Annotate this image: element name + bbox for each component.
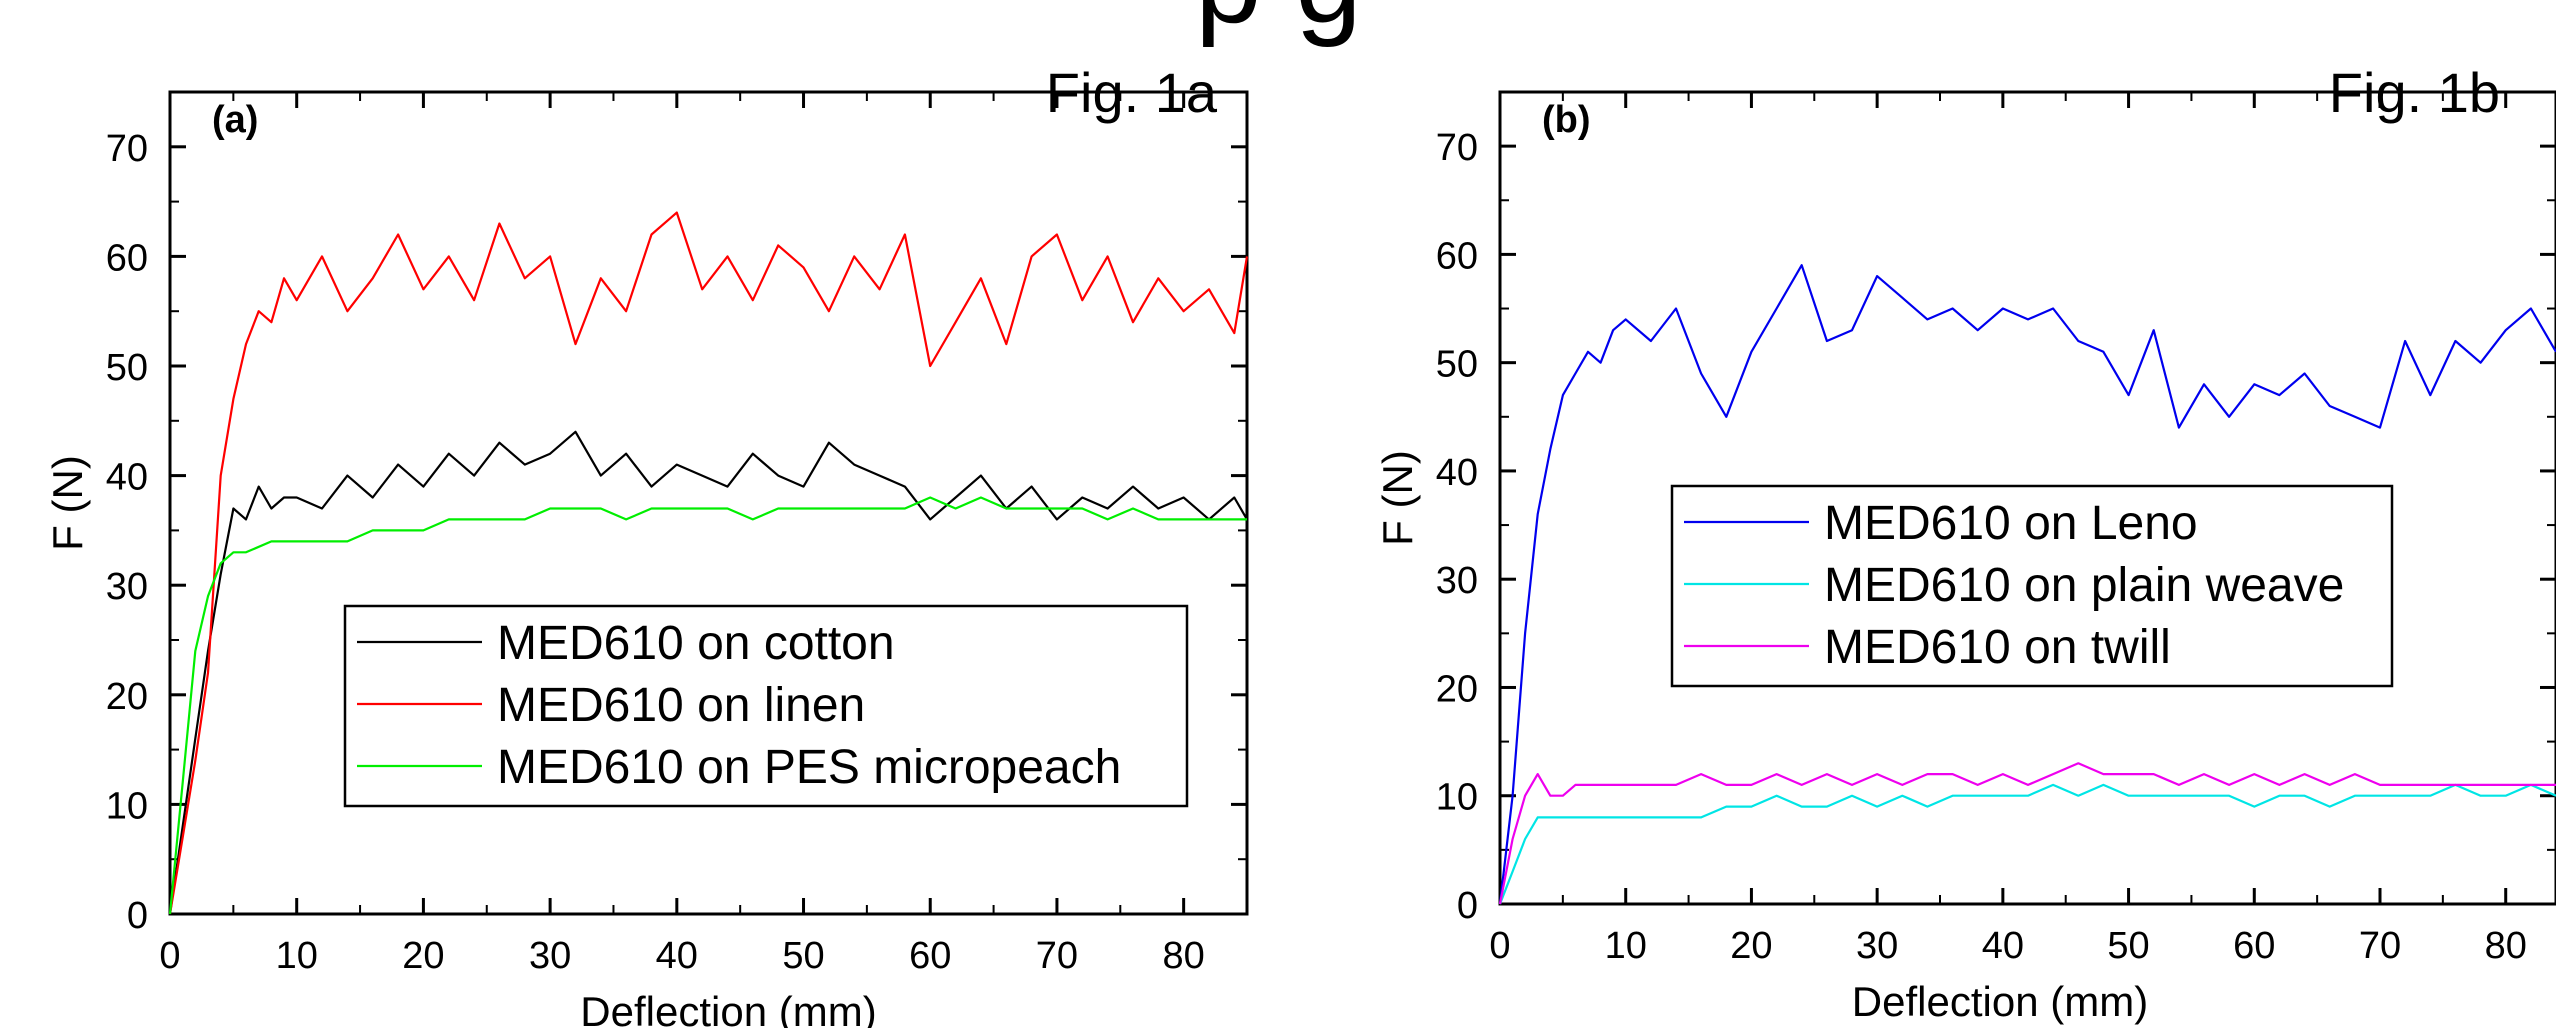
y-tick-label: 0: [127, 895, 148, 937]
y-tick-label: 50: [106, 347, 148, 389]
y-tick-label: 40: [1436, 452, 1478, 494]
fig-label: Fig. 1b: [2329, 61, 2500, 124]
y-tick-label: 30: [106, 566, 148, 608]
series-line-1: [168, 430, 1248, 915]
legend-entry: MED610 on linen: [497, 679, 865, 732]
x-tick-label: 30: [529, 935, 571, 977]
series-line-3: [1498, 762, 2556, 905]
legend-entry: MED610 on PES micropeach: [497, 741, 1121, 794]
fig-label: Fig. 1a: [1046, 61, 1218, 124]
legend-entry: MED610 on plain weave: [1824, 559, 2344, 612]
y-tick-label: 20: [1436, 668, 1478, 710]
x-tick-label: 30: [1856, 925, 1898, 967]
y-tick-label: 70: [1436, 127, 1478, 169]
x-tick-label: 50: [782, 935, 824, 977]
legend-entry: MED610 on cotton: [497, 617, 895, 670]
panel-label: (a): [212, 99, 258, 141]
y-tick-label: 20: [106, 676, 148, 718]
y-tick-label: 50: [1436, 344, 1478, 386]
y-axis-label: F (N): [1374, 450, 1421, 546]
chart-panel-a: 0 10 20 30 40 50 60 70 0 10 20 30 40 50 60 70 80 Deflecti…: [44, 61, 1249, 1028]
series-line-2: [1498, 783, 2556, 905]
x-tick-label: 20: [402, 935, 444, 977]
y-tick-label: 40: [106, 457, 148, 499]
x-tick-label: 70: [1036, 935, 1078, 977]
legend-box: [1670, 484, 2394, 688]
x-tick-label: 60: [909, 935, 951, 977]
legend-box: [343, 604, 1189, 808]
x-tick-label: 20: [1730, 925, 1772, 967]
x-axis-label: Deflection (mm): [580, 988, 876, 1028]
x-tick-label: 10: [1605, 925, 1647, 967]
x-tick-label: 60: [2233, 925, 2275, 967]
chart-panel-b: 0 10 20 30 40 50 60 70 0 10 20 30 40 50 60 70 80 Deflecti…: [1374, 61, 2556, 1025]
y-tick-label: 60: [106, 237, 148, 279]
y-tick-label: 60: [1436, 235, 1478, 277]
x-tick-label: 80: [1163, 935, 1205, 977]
x-tick-label: 40: [656, 935, 698, 977]
y-tick-label: 10: [106, 785, 148, 827]
y-tick-label: 30: [1436, 560, 1478, 602]
plot-frame: [1498, 90, 2556, 906]
x-tick-label: 70: [2359, 925, 2401, 967]
legend-entry: MED610 on twill: [1824, 621, 2171, 674]
y-tick-label: 10: [1436, 777, 1478, 819]
x-tick-label: 40: [1982, 925, 2024, 967]
legend-entry: MED610 on Leno: [1824, 497, 2198, 550]
plot-frame: [168, 90, 1249, 916]
series-line-3: [168, 496, 1247, 915]
x-tick-label: 50: [2107, 925, 2149, 967]
y-axis-label: F (N): [44, 455, 91, 551]
y-tick-label: 70: [106, 128, 148, 170]
x-tick-label: 80: [2485, 925, 2527, 967]
x-tick-label: 0: [159, 935, 180, 977]
panel-label: (b): [1542, 99, 1591, 141]
series-line-1: [1498, 264, 2556, 905]
series-line-2: [168, 211, 1249, 915]
x-tick-label: 0: [1489, 925, 1510, 967]
y-tick-label: 0: [1457, 885, 1478, 927]
x-tick-label: 10: [276, 935, 318, 977]
x-axis-label: Deflection (mm): [1852, 978, 2148, 1025]
header-title-fragment: p g: [1195, 0, 1362, 50]
